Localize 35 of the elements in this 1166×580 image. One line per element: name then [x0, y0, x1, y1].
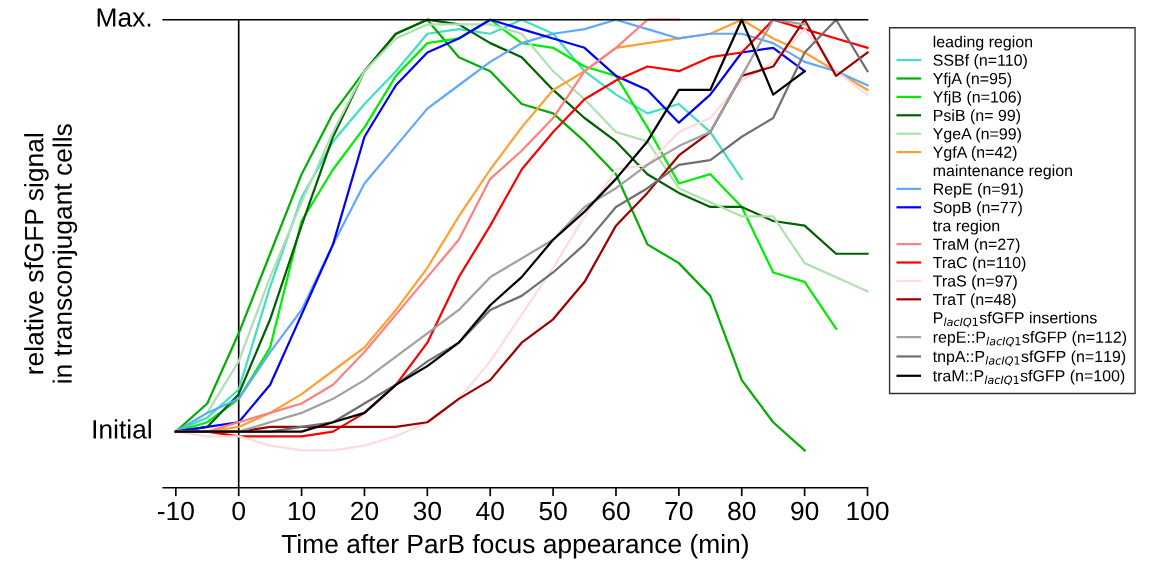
legend-label: repE::P$_{lacIQ1}$sfGFP (n=112) — [933, 331, 1127, 347]
text: Max. — [97, 8, 151, 27]
text: P$_{lacIQ1}$sfGFP insertions — [934, 311, 1097, 328]
y-axis-title: relative sfGFP signal in transconjugant cells — [24, 124, 78, 383]
legend-label: SSBf (n=110) — [933, 54, 1027, 69]
x-tick-label: 30 — [413, 501, 441, 521]
legend-label: YfjB (n=106) — [933, 90, 1021, 106]
x-tick-label: 80 — [728, 501, 756, 521]
legend-label: SopB (n=77) — [933, 201, 1022, 217]
text: leading region — [933, 35, 1033, 51]
legend-label: YgfA (n=42) — [933, 146, 1017, 161]
text: Initial — [93, 419, 151, 439]
x-axis-title: Time after ParB focus appearance (min) — [281, 533, 748, 559]
legend-label: traM::P$_{lacIQ1}$sfGFP (n=100) — [932, 369, 1125, 386]
legend-label: tnpA::P$_{lacIQ1}$sfGFP (n=119) — [932, 350, 1126, 367]
legend-label: PsiB (n= 99) — [934, 109, 1021, 125]
x-tick-label: 10 — [288, 501, 316, 521]
text: tra region — [932, 219, 1000, 235]
x-tick-label: 100 — [847, 501, 889, 521]
legend-label: TraS (n=97) — [933, 274, 1017, 290]
legend-label: YfjA (n=95) — [933, 72, 1012, 88]
x-tick-label: 50 — [539, 501, 567, 521]
legend-label: TraT (n=48) — [933, 293, 1016, 309]
legend-label: YgeA (n=99) — [933, 127, 1021, 143]
x-tick-label: 70 — [665, 501, 693, 521]
legend-label: TraC (n=110) — [933, 256, 1026, 272]
text: maintenance region — [933, 164, 1072, 180]
x-tick-label: 20 — [351, 501, 379, 521]
legend-label: RepE (n=91) — [934, 182, 1023, 198]
x-tick-label: -10 — [157, 501, 194, 521]
x-tick-label: 40 — [476, 501, 504, 521]
x-tick-label: 90 — [791, 501, 819, 521]
x-tick-label: 60 — [602, 501, 630, 521]
x-tick-label: 0 — [232, 501, 245, 521]
legend-label: TraM (n=27) — [933, 238, 1020, 254]
